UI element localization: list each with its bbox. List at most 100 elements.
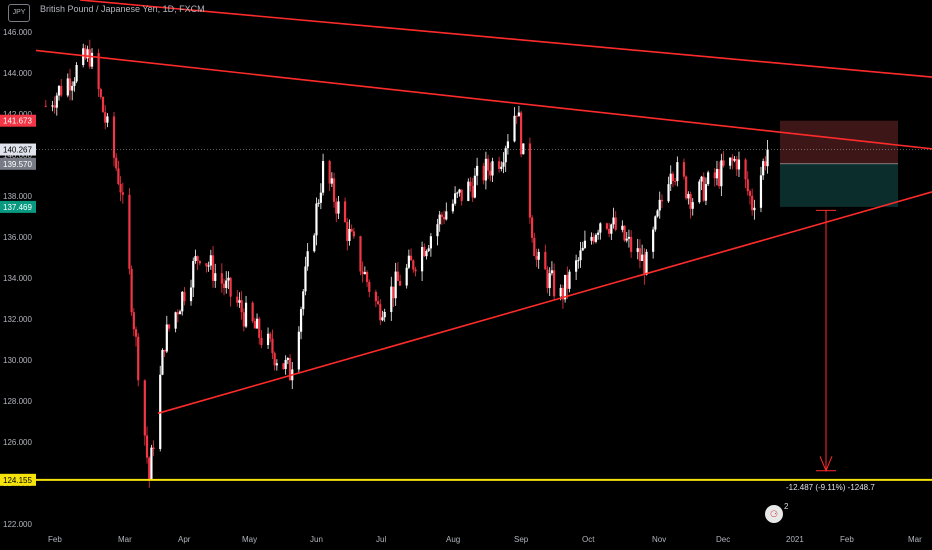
candle-2020-07-09 xyxy=(396,271,399,281)
price-label-text: 140.267 xyxy=(3,146,32,155)
candle-2020-10-15 xyxy=(612,217,615,225)
candle-2020-09-01 xyxy=(515,115,518,117)
candle-2020-07-03 xyxy=(383,311,386,318)
candle-2020-12-09 xyxy=(733,159,736,161)
candle-2020-03-09 xyxy=(128,194,131,269)
x-tick-label: Feb xyxy=(48,535,62,544)
candle-2020-09-16 xyxy=(548,273,551,289)
candle-2020-04-13 xyxy=(205,263,208,267)
candle-2020-05-05 xyxy=(253,321,256,329)
candle-2020-03-31 xyxy=(176,312,179,315)
candle-2020-04-07 xyxy=(192,261,195,288)
candle-2020-03-04 xyxy=(117,168,120,184)
y-tick-label: 128.000 xyxy=(3,397,32,406)
candle-2020-05-29 xyxy=(306,251,309,267)
candle-2020-06-29 xyxy=(374,291,377,302)
tradingview-avatar-icon[interactable]: ⚆ xyxy=(765,505,783,523)
candle-2020-03-17 xyxy=(145,435,149,458)
candle-2020-12-03 xyxy=(720,160,723,187)
candle-2020-11-16 xyxy=(682,162,686,177)
candle-2020-07-31 xyxy=(445,211,448,220)
y-tick-label: 130.000 xyxy=(3,356,32,365)
candle-2020-02-17 xyxy=(82,48,85,65)
candle-2020-12-22 xyxy=(762,161,765,176)
price-axis: 146.000144.000142.000140.000138.000136.0… xyxy=(0,28,36,529)
candle-2020-10-26 xyxy=(636,248,639,252)
candle-2020-03-12 xyxy=(134,329,138,337)
candle-2020-03-13 xyxy=(137,336,140,381)
candle-2020-06-01 xyxy=(313,235,316,252)
candle-2020-07-30 xyxy=(442,216,446,220)
x-tick-label: Oct xyxy=(582,535,595,544)
candle-2020-02-12 xyxy=(71,85,74,91)
candle-2020-10-30 xyxy=(645,251,648,275)
candle-2020-06-02 xyxy=(315,203,318,236)
candle-2020-08-10 xyxy=(467,181,470,201)
candle-2020-02-20 xyxy=(88,49,91,67)
candle-2020-06-16 xyxy=(346,221,349,241)
candle-2020-09-11 xyxy=(537,251,540,260)
candle-2020-05-19 xyxy=(284,359,287,370)
candle-2020-04-06 xyxy=(189,287,193,302)
candle-2020-10-09 xyxy=(599,223,602,233)
candle-2020-06-18 xyxy=(350,228,353,232)
candle-2020-05-15 xyxy=(275,363,278,366)
candle-2020-10-21 xyxy=(625,238,628,241)
candle-2020-08-11 xyxy=(469,181,472,186)
price-label-box xyxy=(0,157,36,170)
candle-2020-04-28 xyxy=(238,300,241,303)
candle-2020-02-06 xyxy=(57,85,61,96)
candle-2020-05-26 xyxy=(299,309,303,332)
candle-2020-08-21 xyxy=(491,161,494,176)
candle-2020-04-20 xyxy=(220,273,223,284)
candle-2020-06-26 xyxy=(368,281,371,292)
candle-2020-12-04 xyxy=(722,160,725,166)
trendlines xyxy=(35,0,932,481)
candle-2020-02-07 xyxy=(60,85,63,96)
y-tick-label: 146.000 xyxy=(3,28,32,37)
candle-2020-10-19 xyxy=(621,225,624,230)
candle-2020-06-23 xyxy=(361,271,364,275)
candle-2020-04-10 xyxy=(198,260,201,264)
candle-2020-03-10 xyxy=(130,268,133,313)
candle-2020-08-06 xyxy=(458,189,461,193)
candle-2020-05-12 xyxy=(269,333,272,339)
candle-2020-12-11 xyxy=(737,159,741,170)
candle-2020-03-19 xyxy=(150,447,153,480)
currency-badge[interactable]: JPY xyxy=(8,4,30,22)
candle-2020-08-14 xyxy=(475,165,479,176)
x-tick-label: May xyxy=(242,535,257,544)
candle-2020-02-24 xyxy=(97,52,100,90)
candle-2020-06-15 xyxy=(343,201,347,222)
candle-2020-06-09 xyxy=(330,178,333,184)
candle-2020-09-02 xyxy=(517,112,521,117)
candle-2020-11-24 xyxy=(700,176,703,182)
candle-2020-07-14 xyxy=(407,255,410,268)
candle-2020-06-25 xyxy=(365,272,369,282)
candle-2020-04-08 xyxy=(194,256,197,262)
candle-2020-07-24 xyxy=(429,236,432,249)
candle-2020-03-20 xyxy=(152,447,155,449)
candle-2020-08-20 xyxy=(489,170,492,176)
candle-2020-08-24 xyxy=(498,161,501,169)
candle-2020-08-31 xyxy=(513,115,516,142)
candle-2020-11-17 xyxy=(685,176,688,199)
candle-2020-10-29 xyxy=(643,254,646,275)
candle-2020-09-08 xyxy=(531,217,534,238)
candle-2020-11-04 xyxy=(656,210,659,217)
candle-2020-02-18 xyxy=(84,48,87,59)
candle-2020-08-28 xyxy=(506,141,510,149)
measurement-label: -12.487 (-9.11%) -1248.7 xyxy=(786,483,875,492)
candle-2020-09-14 xyxy=(544,251,547,270)
y-tick-label: 126.000 xyxy=(3,438,32,447)
price-label-text: 139.570 xyxy=(3,160,32,169)
candle-2020-02-21 xyxy=(90,52,94,67)
candle-2020-12-15 xyxy=(746,179,749,192)
candle-2020-03-24 xyxy=(161,349,164,375)
price-label-text: 124.155 xyxy=(3,476,32,485)
price-label-box xyxy=(0,200,36,213)
candle-2020-10-27 xyxy=(638,248,642,261)
candle-2020-12-23 xyxy=(764,161,767,167)
candle-2020-05-27 xyxy=(302,291,305,310)
